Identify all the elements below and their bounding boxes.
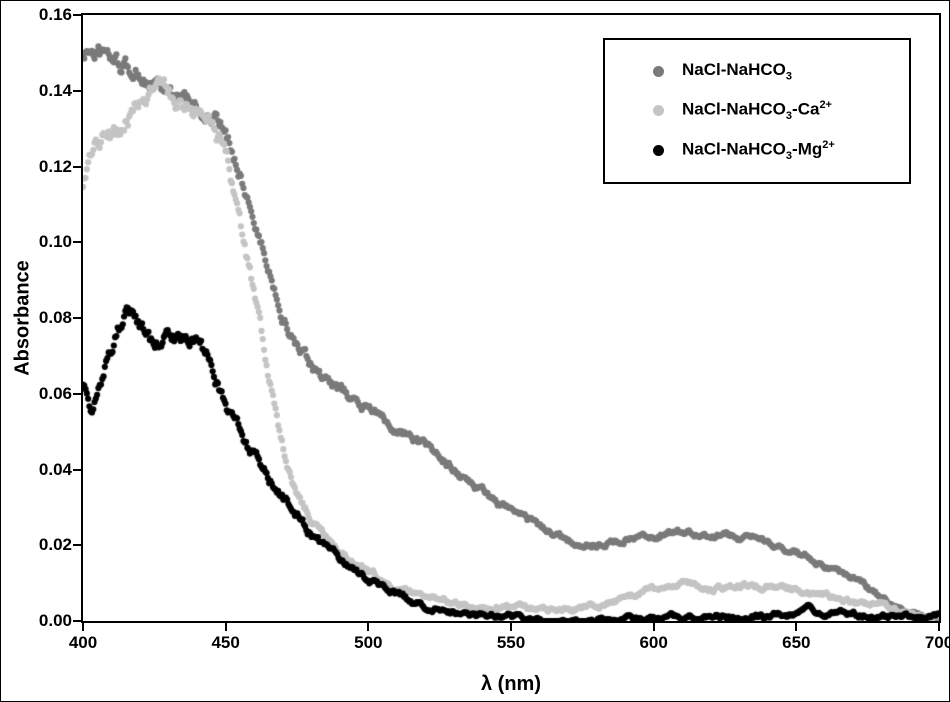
x-axis-title: λ (nm) bbox=[481, 673, 541, 695]
y-tick-label: 0.14 bbox=[38, 80, 72, 100]
legend-item: NaCl-NaHCO3-Ca2+ bbox=[605, 99, 909, 122]
x-tick-mark bbox=[82, 623, 84, 631]
x-tick-mark bbox=[795, 623, 798, 631]
x-tick-mark bbox=[652, 623, 655, 631]
y-tick-mark bbox=[73, 165, 81, 168]
x-tick-mark bbox=[938, 623, 940, 631]
y-tick-label: 0.04 bbox=[38, 459, 72, 479]
x-tick-mark bbox=[224, 623, 227, 631]
y-tick-mark bbox=[73, 392, 81, 395]
plot-area: NaCl-NaHCO3 NaCl-NaHCO3-Ca2+ NaCl-NaHCO3-M… bbox=[81, 13, 941, 623]
x-tick-label: 450 bbox=[211, 633, 240, 652]
y-tick-mark bbox=[73, 620, 81, 622]
x-tick-label: 500 bbox=[354, 633, 383, 652]
y-tick-label: 0.16 bbox=[38, 5, 72, 24]
legend-item: NaCl-NaHCO3-Mg2+ bbox=[605, 139, 909, 162]
x-tick-label: 600 bbox=[639, 633, 668, 652]
legend-marker-dot-icon bbox=[653, 105, 664, 117]
y-tick-mark bbox=[73, 544, 81, 547]
y-tick-mark bbox=[73, 468, 81, 471]
y-tick-label: 0.10 bbox=[38, 232, 72, 252]
y-tick-mark bbox=[73, 89, 81, 92]
legend-label: NaCl-NaHCO3-Mg2+ bbox=[682, 138, 835, 162]
x-tick-label: 650 bbox=[782, 633, 811, 652]
y-tick-mark bbox=[73, 317, 81, 319]
legend-label: NaCl-NaHCO3-Ca2+ bbox=[682, 99, 832, 123]
y-tick-label: 0.00 bbox=[38, 611, 72, 630]
legend-marker-dot-icon bbox=[653, 144, 664, 156]
y-tick-mark bbox=[73, 14, 81, 16]
x-tick-label: 700 bbox=[924, 633, 949, 652]
x-tick-label: 400 bbox=[68, 633, 98, 652]
y-tick-mark bbox=[73, 241, 81, 244]
y-tick-label: 0.12 bbox=[38, 156, 72, 176]
y-tick-label: 0.08 bbox=[38, 308, 72, 327]
x-tick-mark bbox=[510, 623, 512, 631]
x-tick-label: 550 bbox=[496, 633, 526, 652]
legend-item: NaCl-NaHCO3 bbox=[605, 60, 909, 83]
y-tick-label: 0.06 bbox=[38, 383, 72, 403]
legend-label: NaCl-NaHCO3 bbox=[682, 60, 793, 83]
y-tick-label: 0.02 bbox=[38, 535, 72, 555]
x-tick-mark bbox=[367, 623, 370, 631]
legend-marker-dot-icon bbox=[653, 66, 664, 78]
legend: NaCl-NaHCO3 NaCl-NaHCO3-Ca2+ NaCl-NaHCO3-M… bbox=[603, 38, 911, 184]
